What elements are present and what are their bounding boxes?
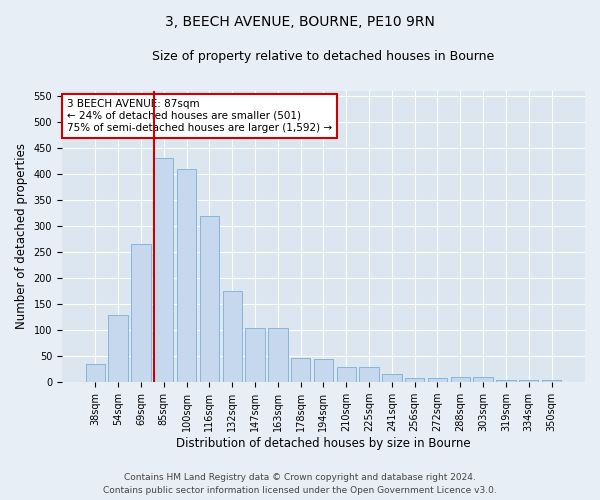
Bar [359, 366, 379, 382]
Bar [405, 378, 424, 382]
Bar [314, 359, 333, 382]
Text: Contains HM Land Registry data © Crown copyright and database right 2024.
Contai: Contains HM Land Registry data © Crown c… [103, 474, 497, 495]
Bar [177, 168, 196, 382]
Bar [542, 380, 561, 382]
Text: 3 BEECH AVENUE: 87sqm
← 24% of detached houses are smaller (501)
75% of semi-det: 3 BEECH AVENUE: 87sqm ← 24% of detached … [67, 100, 332, 132]
Bar [473, 377, 493, 382]
Bar [86, 364, 105, 382]
Y-axis label: Number of detached properties: Number of detached properties [15, 144, 28, 330]
Bar [223, 291, 242, 382]
Bar [451, 377, 470, 382]
X-axis label: Distribution of detached houses by size in Bourne: Distribution of detached houses by size … [176, 437, 471, 450]
Bar [291, 358, 310, 382]
Bar [496, 380, 515, 382]
Bar [382, 374, 401, 382]
Bar [154, 158, 173, 382]
Bar [428, 378, 447, 382]
Bar [131, 244, 151, 382]
Bar [337, 366, 356, 382]
Bar [519, 380, 538, 382]
Text: 3, BEECH AVENUE, BOURNE, PE10 9RN: 3, BEECH AVENUE, BOURNE, PE10 9RN [165, 15, 435, 29]
Bar [245, 328, 265, 382]
Bar [268, 328, 287, 382]
Bar [109, 314, 128, 382]
Bar [200, 216, 219, 382]
Title: Size of property relative to detached houses in Bourne: Size of property relative to detached ho… [152, 50, 494, 63]
